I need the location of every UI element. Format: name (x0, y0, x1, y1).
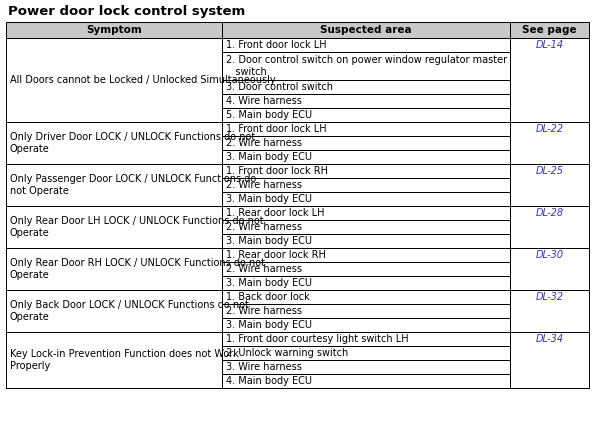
Bar (6, 38, 589, 122)
Bar (6, 332, 589, 388)
Text: DL-30: DL-30 (536, 250, 563, 260)
Bar (511, 206, 589, 248)
Bar (222, 318, 511, 332)
Text: DL-25: DL-25 (536, 166, 563, 176)
Bar (222, 206, 511, 220)
Bar (222, 38, 511, 52)
Bar (222, 276, 511, 290)
Text: 1. Front door lock LH: 1. Front door lock LH (226, 124, 326, 134)
Bar (6, 290, 222, 332)
Text: DL-32: DL-32 (536, 292, 563, 302)
Text: Key Lock-in Prevention Function does not Work
Properly: Key Lock-in Prevention Function does not… (10, 349, 239, 371)
Text: 1. Front door lock RH: 1. Front door lock RH (226, 166, 328, 176)
Text: 3. Wire harness: 3. Wire harness (226, 362, 302, 372)
Bar (222, 150, 511, 164)
Bar (222, 290, 511, 304)
Bar (222, 94, 511, 108)
Text: Power door lock control system: Power door lock control system (8, 5, 245, 18)
Text: DL-34: DL-34 (536, 334, 563, 344)
Bar (511, 248, 589, 290)
Text: DL-14: DL-14 (536, 40, 563, 50)
Bar (6, 164, 222, 206)
Bar (6, 290, 589, 332)
Bar (6, 206, 222, 248)
Text: 1. Rear door lock RH: 1. Rear door lock RH (226, 250, 325, 260)
Text: 2. Door control switch on power window regulator master
   switch: 2. Door control switch on power window r… (226, 55, 507, 77)
Text: 3. Main body ECU: 3. Main body ECU (226, 278, 312, 288)
Text: 3. Main body ECU: 3. Main body ECU (226, 194, 312, 204)
Bar (511, 38, 589, 122)
Text: Only Passenger Door LOCK / UNLOCK Functions do
not Operate: Only Passenger Door LOCK / UNLOCK Functi… (10, 174, 256, 196)
Bar (6, 38, 222, 122)
Text: 1. Front door lock LH: 1. Front door lock LH (226, 40, 326, 50)
Bar (511, 332, 589, 388)
Text: 5. Main body ECU: 5. Main body ECU (226, 110, 312, 120)
Text: Only Driver Door LOCK / UNLOCK Functions do not
Operate: Only Driver Door LOCK / UNLOCK Functions… (10, 132, 255, 154)
Bar (222, 234, 511, 248)
Bar (222, 164, 511, 178)
Bar (222, 192, 511, 206)
Bar (6, 248, 589, 290)
Bar (222, 360, 511, 374)
Bar (511, 122, 589, 164)
Bar (6, 122, 589, 164)
Text: 2. Wire harness: 2. Wire harness (226, 264, 302, 274)
Bar (511, 290, 589, 332)
Text: DL-28: DL-28 (536, 208, 563, 218)
Bar (222, 332, 511, 346)
Text: 3. Main body ECU: 3. Main body ECU (226, 236, 312, 246)
Bar (222, 248, 511, 262)
Bar (222, 22, 511, 38)
Text: Suspected area: Suspected area (320, 25, 412, 35)
Bar (222, 304, 511, 318)
Text: 4. Main body ECU: 4. Main body ECU (226, 376, 312, 386)
Bar (511, 22, 589, 38)
Bar (222, 122, 511, 136)
Text: 1. Rear door lock LH: 1. Rear door lock LH (226, 208, 324, 218)
Bar (6, 332, 222, 388)
Bar (222, 262, 511, 276)
Text: 3. Main body ECU: 3. Main body ECU (226, 152, 312, 162)
Text: 1. Back door lock: 1. Back door lock (226, 292, 309, 302)
Text: 2. Unlock warning switch: 2. Unlock warning switch (226, 348, 348, 358)
Text: 1. Front door courtesy light switch LH: 1. Front door courtesy light switch LH (226, 334, 408, 344)
Bar (6, 248, 222, 290)
Text: Symptom: Symptom (86, 25, 142, 35)
Bar (222, 108, 511, 122)
Text: 2. Wire harness: 2. Wire harness (226, 180, 302, 190)
Bar (222, 136, 511, 150)
Bar (222, 52, 511, 80)
Text: Only Rear Door RH LOCK / UNLOCK Functions do not
Operate: Only Rear Door RH LOCK / UNLOCK Function… (10, 258, 265, 280)
Text: Only Back Door LOCK / UNLOCK Functions do not
Operate: Only Back Door LOCK / UNLOCK Functions d… (10, 300, 249, 322)
Text: 4. Wire harness: 4. Wire harness (226, 96, 302, 106)
Bar (6, 206, 589, 248)
Bar (6, 164, 589, 206)
Text: Only Rear Door LH LOCK / UNLOCK Functions do not
Operate: Only Rear Door LH LOCK / UNLOCK Function… (10, 216, 264, 238)
Bar (6, 22, 222, 38)
Text: 3. Door control switch: 3. Door control switch (226, 82, 333, 92)
Text: See page: See page (522, 25, 577, 35)
Text: DL-22: DL-22 (536, 124, 563, 134)
Text: All Doors cannot be Locked / Unlocked Simultaneously: All Doors cannot be Locked / Unlocked Si… (10, 75, 275, 85)
Bar (222, 346, 511, 360)
Bar (222, 80, 511, 94)
Bar (222, 374, 511, 388)
Text: 2. Wire harness: 2. Wire harness (226, 222, 302, 232)
Bar (6, 122, 222, 164)
Text: 3. Main body ECU: 3. Main body ECU (226, 320, 312, 330)
Bar (222, 220, 511, 234)
Bar (222, 178, 511, 192)
Bar (6, 22, 589, 38)
Bar (511, 164, 589, 206)
Text: 2. Wire harness: 2. Wire harness (226, 138, 302, 148)
Text: 2. Wire harness: 2. Wire harness (226, 306, 302, 316)
